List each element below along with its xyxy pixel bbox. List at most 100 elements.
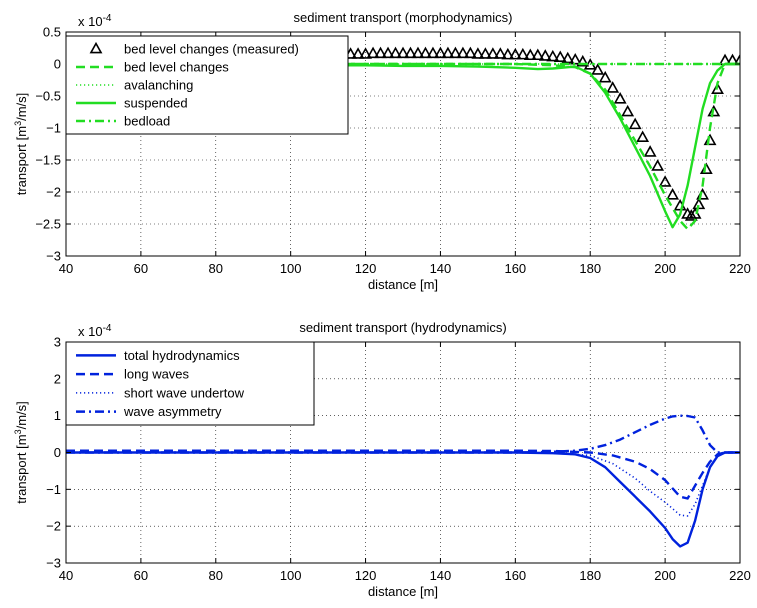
- morphodynamics-panel: 40 60 80 100 120 140 160 180 200 220 −3 −2.5 −2 −1.5 −…: [13, 10, 751, 292]
- x-tick-label: 220: [729, 261, 751, 276]
- measured-marker: [501, 47, 515, 60]
- x-tick-label: 60: [134, 568, 148, 583]
- legend-label: wave asymmetry: [123, 404, 222, 419]
- y-tick-label: −1: [46, 482, 61, 497]
- y-axis-label-rest: /m/s]: [14, 93, 29, 121]
- x-tick-label: 100: [280, 568, 302, 583]
- legend-label: suspended: [124, 96, 188, 111]
- legend-marker: [89, 41, 103, 54]
- measured-marker: [351, 47, 365, 59]
- x-tick-label: 180: [579, 568, 601, 583]
- x-tick-label: 120: [355, 261, 377, 276]
- measured-marker: [404, 46, 417, 59]
- measured-marker: [684, 209, 698, 221]
- y-tick-label: 0.5: [43, 25, 61, 40]
- measured-marker: [478, 47, 492, 59]
- x-tick-label: 40: [59, 568, 73, 583]
- legend: total hydrodynamics long waves short wave …: [65, 341, 315, 426]
- ticks: 40 60 80 100 120 140 160 180 200 220 −3 −2.5 −2 −1.5 −…: [35, 25, 751, 277]
- y-tick-label: −3: [46, 249, 61, 264]
- measured-marker: [707, 104, 721, 117]
- y-axis-label-sup: 3: [13, 121, 23, 126]
- exponent-label: x 10-4: [78, 323, 112, 339]
- measured-marker: [419, 46, 432, 59]
- legend-label: bedload: [124, 114, 170, 129]
- y-axis-label-main: transport [m: [14, 434, 29, 503]
- y-axis-label-sup: 3: [13, 429, 23, 434]
- measured-marker: [396, 46, 410, 59]
- measured-marker: [711, 82, 724, 94]
- x-tick-label: 80: [209, 568, 223, 583]
- chart-title: sediment transport (hydrodynamics): [299, 320, 506, 335]
- measured-marker: [471, 47, 485, 59]
- measured-marker: [359, 47, 372, 59]
- x-tick-label: 60: [134, 261, 148, 276]
- exponent-base: x 10: [78, 14, 103, 29]
- y-tick-label: 0: [54, 445, 61, 460]
- x-tick-label: 40: [59, 261, 73, 276]
- legend-label: bed level changes (measured): [124, 42, 299, 57]
- measured-marker: [389, 46, 402, 59]
- measured-marker: [538, 49, 552, 61]
- x-tick-label: 160: [504, 261, 526, 276]
- x-tick-label: 140: [430, 568, 452, 583]
- measured-marker: [598, 70, 612, 83]
- measured-marker: [508, 47, 522, 60]
- series-line-long-waves: [66, 449, 740, 500]
- x-tick-label: 100: [280, 261, 302, 276]
- measured-marker: [568, 53, 582, 65]
- measured-marker: [636, 130, 650, 142]
- x-tick-label: 140: [430, 261, 452, 276]
- x-tick-label: 120: [355, 568, 377, 583]
- measured-marker: [366, 46, 380, 59]
- measured-marker: [553, 50, 567, 62]
- measured-marker: [591, 63, 605, 75]
- measured-marker: [666, 188, 680, 200]
- legend-label: short wave undertow: [124, 385, 245, 400]
- y-tick-label: 3: [54, 335, 61, 350]
- measured-marker: [658, 175, 672, 187]
- measured-marker: [606, 81, 620, 93]
- y-tick-label: −0.5: [35, 89, 61, 104]
- y-axis-label: transport [m3/m/s]: [13, 93, 29, 196]
- legend: bed level changes (measured) bed level ch…: [65, 35, 349, 135]
- measured-marker: [434, 46, 447, 59]
- hydrodynamics-panel: 40 60 80 100 120 140 160 180 200 220 −3 −2 −1 0 1 2 3 x 1…: [13, 320, 751, 599]
- y-axis-label-main: transport [m: [14, 126, 29, 195]
- y-tick-label: 2: [54, 371, 61, 386]
- exponent-power: -4: [103, 13, 112, 24]
- measured-marker: [613, 92, 627, 104]
- measured-marker: [411, 46, 425, 59]
- chart-title: sediment transport (morphodynamics): [294, 10, 513, 25]
- y-tick-label: −2.5: [35, 217, 61, 232]
- x-tick-label: 220: [729, 568, 751, 583]
- x-tick-label: 200: [654, 261, 676, 276]
- y-tick-label: −3: [46, 556, 61, 571]
- measured-marker: [651, 159, 665, 171]
- legend-label: long waves: [124, 367, 190, 382]
- x-axis-label: distance [m]: [368, 584, 438, 599]
- y-tick-label: −2: [46, 519, 61, 534]
- measured-marker: [374, 46, 387, 59]
- measured-marker: [449, 46, 462, 59]
- measured-marker: [561, 51, 575, 64]
- measured-marker: [733, 53, 740, 66]
- measured-marker: [546, 49, 560, 62]
- measured-marker: [381, 46, 395, 59]
- series-line-wave-asymmetry: [66, 414, 740, 454]
- measured-marker: [628, 117, 642, 130]
- legend-label: bed level changes: [124, 60, 229, 75]
- measured-marker: [456, 46, 470, 59]
- x-tick-label: 200: [654, 568, 676, 583]
- x-tick-label: 180: [579, 261, 601, 276]
- series-group: [66, 414, 740, 548]
- legend-label: total hydrodynamics: [124, 348, 240, 363]
- measured-marker: [493, 47, 507, 59]
- measured-marker: [576, 54, 590, 67]
- measured-marker: [523, 48, 537, 61]
- measured-marker: [643, 145, 657, 157]
- exponent-label: x 10-4: [78, 13, 112, 29]
- legend-label: avalanching: [124, 78, 193, 93]
- measured-marker: [621, 104, 635, 117]
